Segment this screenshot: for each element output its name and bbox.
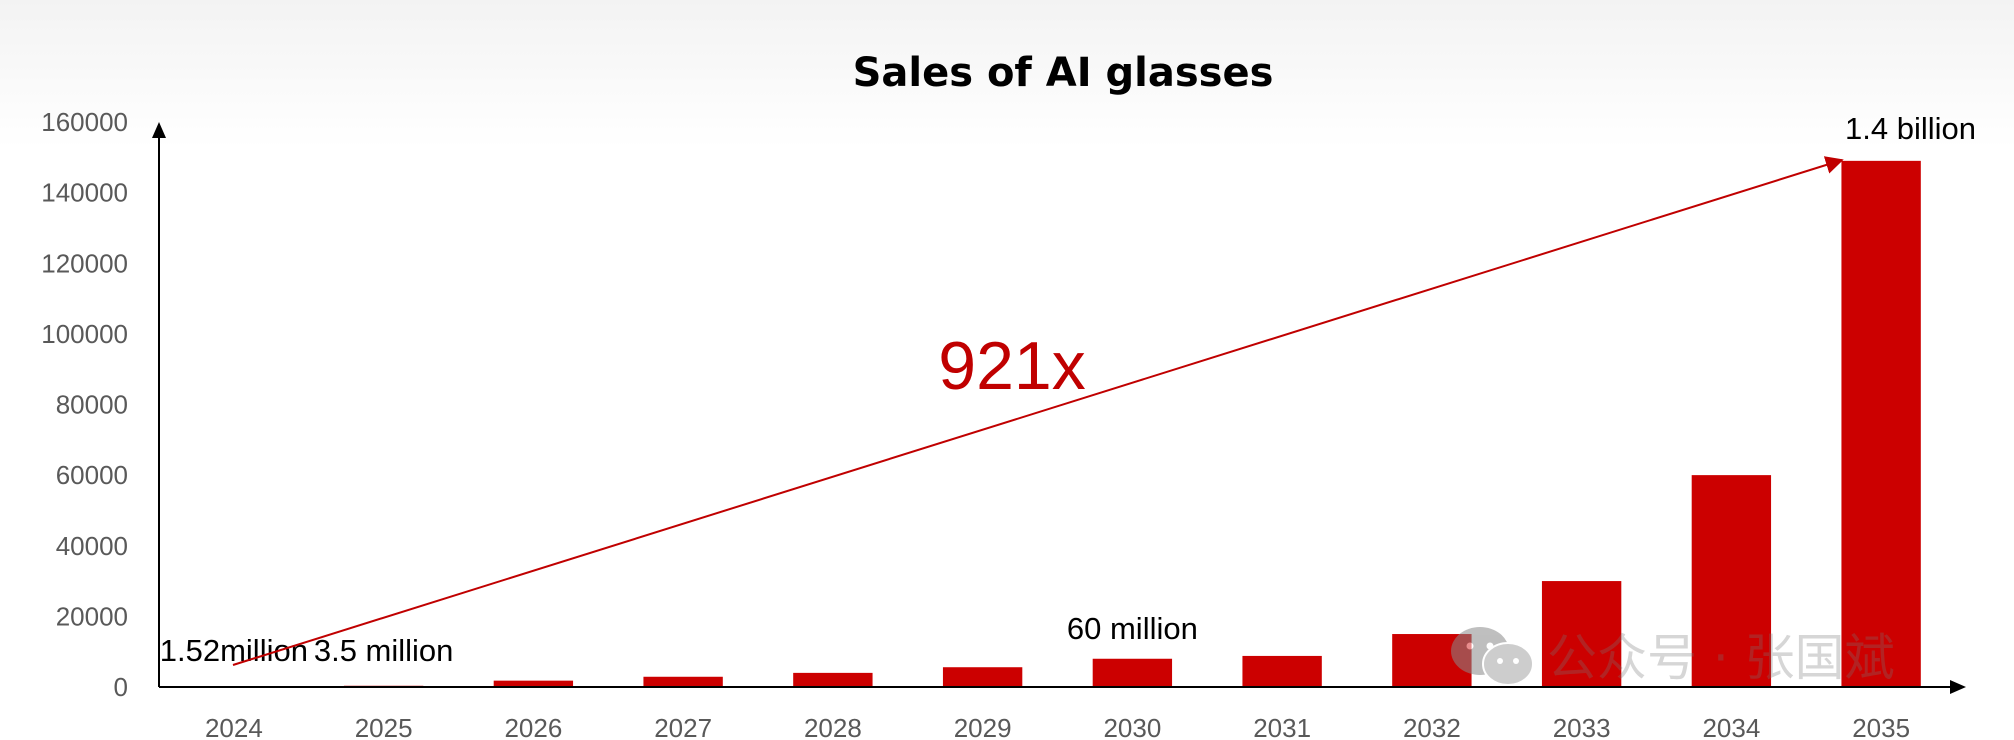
watermark: 公众号 · 张国斌 <box>1451 627 1895 687</box>
y-tick-label: 140000 <box>41 178 128 208</box>
bar-2031 <box>1242 655 1322 687</box>
y-axis-arrowhead <box>152 122 166 138</box>
x-tick-label: 2033 <box>1553 713 1611 740</box>
data-label: 1.52million <box>160 633 308 668</box>
y-tick-label: 0 <box>114 672 128 702</box>
y-tick-label: 80000 <box>56 390 128 420</box>
x-tick-label: 2027 <box>654 713 712 740</box>
bar-2035 <box>1841 160 1921 687</box>
y-tick-label: 20000 <box>56 601 128 631</box>
data-label: 60 million <box>1067 611 1198 646</box>
x-tick-label: 2032 <box>1403 713 1461 740</box>
bar-2034 <box>1691 475 1772 687</box>
x-tick-label: 2030 <box>1103 713 1161 740</box>
bar-2027 <box>643 676 723 687</box>
bar-2030 <box>1092 658 1173 687</box>
growth-multiplier-label: 921x <box>938 328 1085 404</box>
growth-arrow <box>232 156 1844 666</box>
x-tick-label: 2029 <box>954 713 1012 740</box>
x-axis-ticks: 2024 2025 2026 2027 2028 2029 2030 2031 2032 2033… <box>205 713 1910 740</box>
y-tick-label: 100000 <box>41 319 128 349</box>
bar-2029 <box>942 667 1023 687</box>
bar-2033 <box>1541 581 1622 687</box>
y-tick-label: 120000 <box>41 248 128 278</box>
watermark-text: 公众号 · 张国斌 <box>1547 629 1895 687</box>
wechat-icon <box>1451 627 1534 686</box>
data-labels: 1.52million 3.5 million 60 million 1.4 bill… <box>160 111 1976 668</box>
x-tick-label: 2026 <box>504 713 562 740</box>
x-tick-label: 2024 <box>205 713 263 740</box>
y-tick-label: 40000 <box>56 531 128 561</box>
x-tick-label: 2031 <box>1253 713 1311 740</box>
data-label: 1.4 billion <box>1845 111 1976 146</box>
y-tick-label: 60000 <box>56 460 128 490</box>
chart-title: Sales of AI glasses <box>853 50 1274 96</box>
y-axis-ticks: 0 20000 40000 60000 80000 100000 120000 140000 1… <box>41 107 128 702</box>
bars <box>194 160 1921 688</box>
x-tick-label: 2025 <box>355 713 413 740</box>
data-label: 3.5 million <box>314 633 454 668</box>
x-tick-label: 2028 <box>804 713 862 740</box>
x-tick-label: 2035 <box>1852 713 1910 740</box>
x-tick-label: 2034 <box>1702 713 1760 740</box>
y-tick-label: 160000 <box>41 107 128 137</box>
bar-2028 <box>793 672 873 687</box>
bar-2026 <box>493 680 574 687</box>
x-axis-arrowhead <box>1950 680 1966 694</box>
